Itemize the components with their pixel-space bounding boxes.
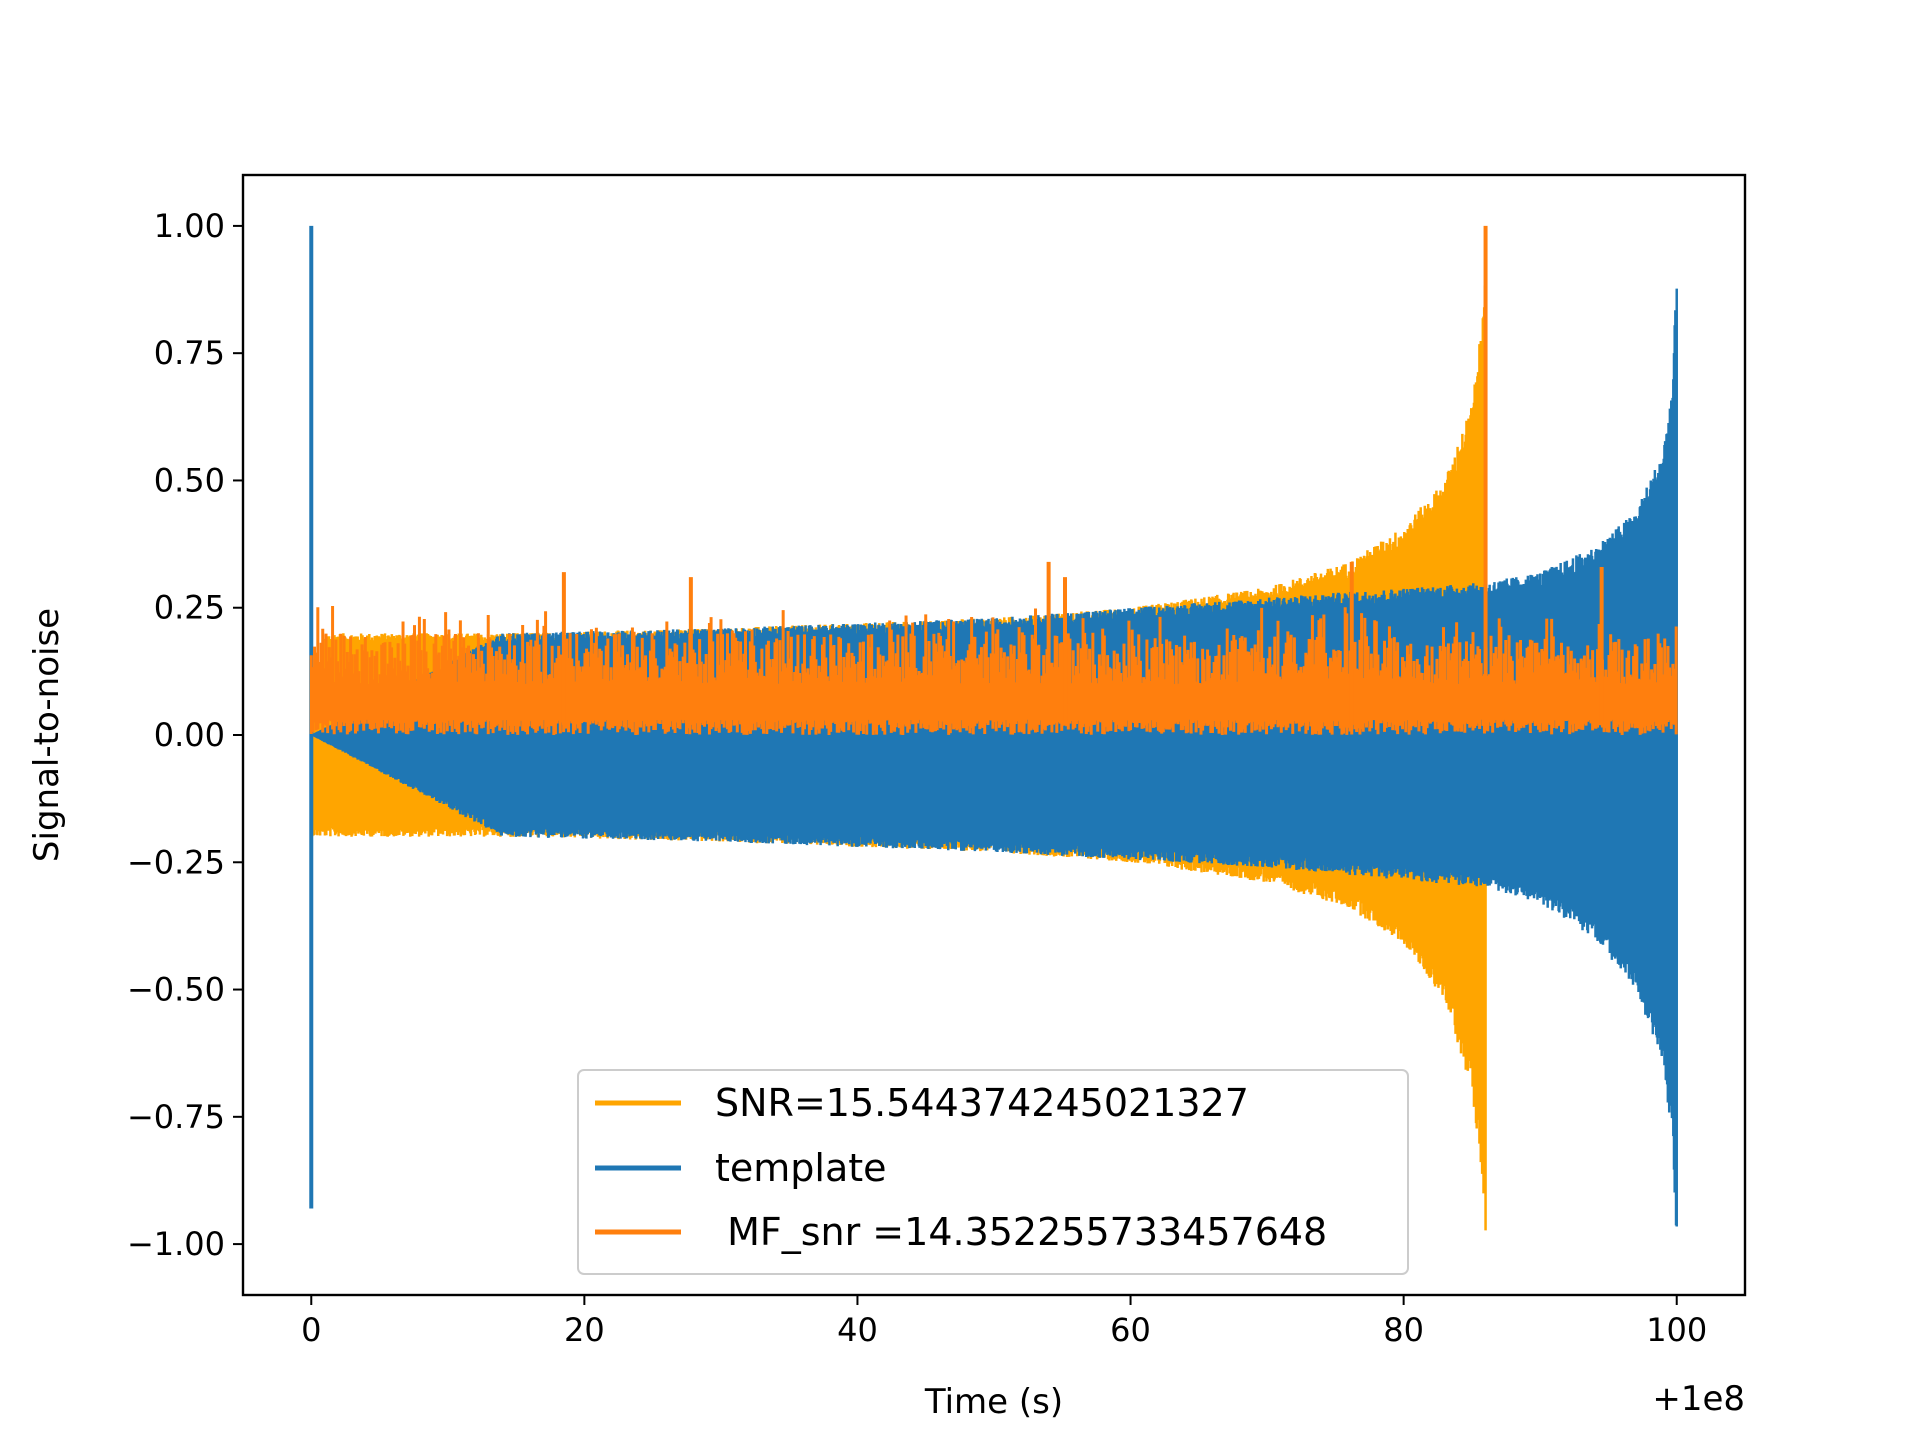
series-group bbox=[309, 225, 1678, 1231]
y-tick-label: 0.25 bbox=[154, 589, 225, 627]
legend-label-snr: SNR=15.544374245021327 bbox=[715, 1081, 1249, 1125]
plot-data-area bbox=[309, 225, 1678, 1231]
x-tick-label: 60 bbox=[1110, 1311, 1151, 1349]
legend-label-mf-snr: MF_snr =14.352255733457648 bbox=[715, 1210, 1327, 1254]
x-axis-label: Time (s) bbox=[924, 1382, 1063, 1422]
y-axis: 1.00 0.75 0.50 0.25 0.00 −0.25 −0.50 −0.75 −1.00 bbox=[127, 207, 243, 1263]
legend-box bbox=[577, 1069, 1409, 1275]
x-tick-label: 20 bbox=[564, 1311, 605, 1349]
y-tick-label: −0.25 bbox=[127, 843, 225, 881]
y-axis-label: Signal-to-noise bbox=[27, 608, 67, 862]
y-tick-label: 1.00 bbox=[154, 207, 225, 245]
legend: SNR=15.544374245021327 template MF_snr =… bbox=[577, 1069, 1409, 1275]
x-tick-label: 40 bbox=[837, 1311, 878, 1349]
legend-label-template: template bbox=[715, 1146, 887, 1190]
y-tick-label: 0.75 bbox=[154, 334, 225, 372]
y-tick-label: −0.50 bbox=[127, 971, 225, 1009]
y-tick-label: −0.75 bbox=[127, 1098, 225, 1136]
x-tick-label: 100 bbox=[1646, 1311, 1707, 1349]
y-tick-label: −1.00 bbox=[127, 1225, 225, 1263]
x-tick-label: 0 bbox=[301, 1311, 321, 1349]
x-tick-label: 80 bbox=[1383, 1311, 1424, 1349]
x-offset-text: +1e8 bbox=[1652, 1379, 1745, 1419]
x-axis: 0 20 40 60 80 100 bbox=[301, 1295, 1707, 1349]
y-tick-label: 0.00 bbox=[154, 716, 225, 754]
y-tick-label: 0.50 bbox=[154, 461, 225, 499]
series-line-mf-snr bbox=[309, 606, 1678, 735]
